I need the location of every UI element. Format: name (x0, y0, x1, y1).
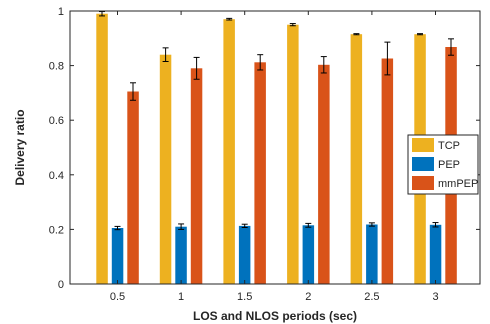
bar-mmpep-2_5 (381, 58, 394, 284)
error-bar-tcp-1_5 (226, 17, 233, 21)
bar-tcp-2_5 (350, 34, 363, 285)
y-tick-label: 0.6 (49, 115, 64, 127)
plot-frame (69, 10, 481, 285)
error-bar-mmpep-3 (448, 38, 454, 56)
error-bar-tcp-2_5 (353, 33, 360, 36)
legend-swatch-pep (412, 157, 434, 171)
error-bar-pep-2_5 (368, 222, 375, 227)
bar-pep-3 (429, 224, 442, 284)
bars-layer (96, 13, 457, 285)
bar-tcp-2 (287, 24, 299, 284)
ticks-layer: 0 0.2 0.4 0.6 0.8 1 0.5 1 1.5 2 2.5 3 (49, 6, 480, 303)
y-tick-label: 0 (58, 279, 64, 291)
error-bar-mmpep-2_5 (384, 41, 391, 76)
bar-tcp-1_5 (223, 19, 235, 284)
error-bar-pep-2 (305, 222, 312, 228)
error-bar-pep-1 (178, 223, 185, 230)
bar-pep-2_5 (366, 224, 378, 284)
legend-label-mmpep: mmPEP (438, 178, 478, 190)
error-bar-mmpep-1 (193, 56, 200, 80)
bar-pep-0_5 (111, 228, 124, 284)
error-bars-layer (99, 11, 454, 231)
bar-mmpep-2 (318, 64, 330, 284)
legend-label-pep: PEP (438, 159, 460, 171)
bar-tcp-1 (159, 54, 172, 285)
error-bar-tcp-3 (417, 33, 423, 36)
legend-swatch-mmpep (412, 176, 434, 190)
x-tick-label: 2 (305, 291, 311, 303)
error-bar-tcp-0_5 (99, 11, 105, 17)
legend: TCP PEP mmPEP (407, 134, 479, 195)
y-tick-label: 0.4 (49, 170, 64, 182)
x-tick-label: 1.5 (237, 291, 252, 303)
x-tick-label: 0.5 (110, 291, 125, 303)
y-axis-label: Delivery ratio (13, 109, 27, 185)
error-bar-pep-0_5 (114, 225, 121, 231)
bar-pep-1 (175, 226, 187, 284)
error-bar-mmpep-2 (320, 56, 327, 74)
bar-tcp-0_5 (96, 13, 108, 284)
error-bar-tcp-2 (289, 23, 296, 27)
bar-mmpep-1 (190, 68, 203, 284)
legend-label-tcp: TCP (438, 140, 460, 152)
error-bar-pep-1_5 (241, 223, 248, 228)
x-tick-label: 3 (432, 291, 438, 303)
x-axis-label: LOS and NLOS periods (sec) (193, 309, 357, 323)
bar-pep-1_5 (238, 225, 251, 284)
bar-pep-2 (302, 225, 315, 284)
bar-mmpep-1_5 (254, 62, 266, 284)
y-tick-label: 1 (58, 6, 64, 18)
error-bar-pep-3 (432, 222, 439, 228)
bar-mmpep-0_5 (127, 91, 139, 284)
y-tick-label: 0.2 (49, 224, 64, 236)
error-bar-mmpep-1_5 (257, 54, 264, 71)
error-bar-tcp-1 (162, 47, 169, 63)
x-tick-label: 2.5 (364, 291, 379, 303)
error-bar-mmpep-0_5 (130, 82, 136, 101)
legend-swatch-tcp (412, 138, 434, 152)
y-tick-label: 0.8 (49, 61, 64, 73)
x-tick-label: 1 (178, 291, 184, 303)
